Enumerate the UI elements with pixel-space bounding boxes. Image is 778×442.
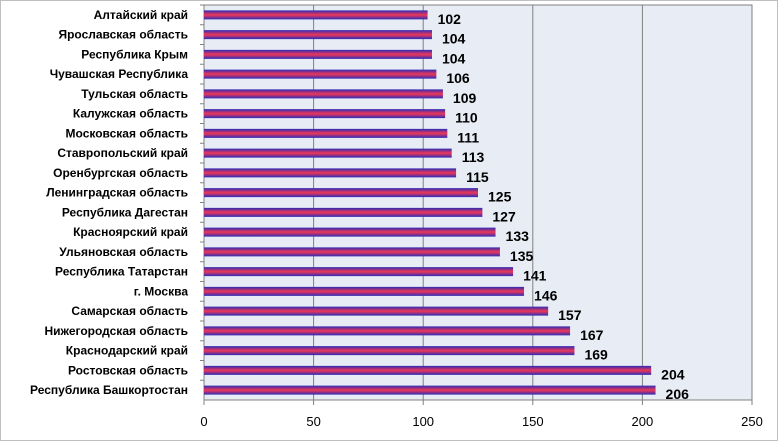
bar: [204, 109, 446, 119]
data-label: 106: [446, 70, 470, 86]
bar: [204, 49, 432, 59]
x-tick-label: 200: [632, 414, 654, 429]
category-label: г. Москва: [134, 284, 189, 298]
data-label: 135: [510, 248, 534, 264]
data-label: 125: [488, 189, 512, 205]
category-label: Алтайский край: [94, 8, 188, 22]
x-tick-label: 0: [200, 414, 207, 429]
category-label: Тульская область: [81, 87, 188, 101]
data-label: 169: [584, 347, 608, 363]
data-label: 113: [462, 149, 485, 165]
data-label: 146: [534, 287, 558, 303]
bar: [204, 188, 478, 198]
category-label: Республика Дагестан: [62, 205, 188, 219]
bar: [204, 306, 549, 316]
bar: [204, 69, 437, 79]
bar: [204, 148, 452, 158]
bar: [204, 168, 457, 178]
bar: [204, 326, 571, 336]
bar: [204, 247, 500, 257]
data-label: 206: [666, 386, 690, 402]
x-tick-label: 50: [306, 414, 320, 429]
bar: [204, 286, 525, 296]
category-label: Ставропольский край: [57, 146, 188, 160]
bar: [204, 267, 514, 277]
category-label: Чувашская Республика: [50, 67, 189, 81]
data-label: 102: [438, 11, 462, 27]
x-tick-label: 100: [412, 414, 434, 429]
plot-area: [203, 4, 753, 401]
data-label: 133: [506, 228, 530, 244]
data-label: 104: [442, 50, 466, 66]
bar: [204, 346, 575, 356]
x-tick-label: 150: [522, 414, 544, 429]
category-label: Краснодарский край: [66, 344, 188, 358]
data-label: 167: [580, 327, 604, 343]
bar: [204, 207, 483, 217]
data-label: 109: [453, 90, 477, 106]
data-label: 115: [466, 169, 489, 185]
category-label: Оренбургская область: [53, 166, 188, 180]
category-label: Красноярский край: [73, 225, 188, 239]
bar: [204, 89, 443, 99]
data-label: 157: [558, 307, 582, 323]
bar: [204, 385, 656, 395]
bar: [204, 10, 428, 20]
data-label: 204: [661, 366, 685, 382]
data-label: 111: [457, 129, 479, 145]
x-tick-label: 250: [741, 414, 763, 429]
category-label: Нижегородская область: [44, 324, 188, 338]
category-label: Ярославская область: [58, 28, 188, 42]
category-label: Республика Татарстан: [55, 265, 188, 279]
category-label: Ульяновская область: [59, 245, 188, 259]
data-label: 104: [442, 31, 466, 47]
bar: [204, 30, 432, 40]
category-label: Ростовская область: [68, 363, 188, 377]
category-label: Ленинградская область: [46, 186, 188, 200]
bar: [204, 227, 496, 237]
bar: [204, 365, 652, 375]
data-label: 141: [523, 268, 547, 284]
category-label: Московская область: [66, 126, 188, 140]
data-label: 110: [455, 110, 478, 126]
category-label: Республика Башкортостан: [30, 383, 188, 397]
category-label: Самарская область: [71, 304, 188, 318]
category-label: Республика Крым: [81, 47, 188, 61]
data-label: 127: [492, 208, 516, 224]
bar: [204, 128, 448, 138]
category-label: Калужская область: [73, 107, 188, 121]
